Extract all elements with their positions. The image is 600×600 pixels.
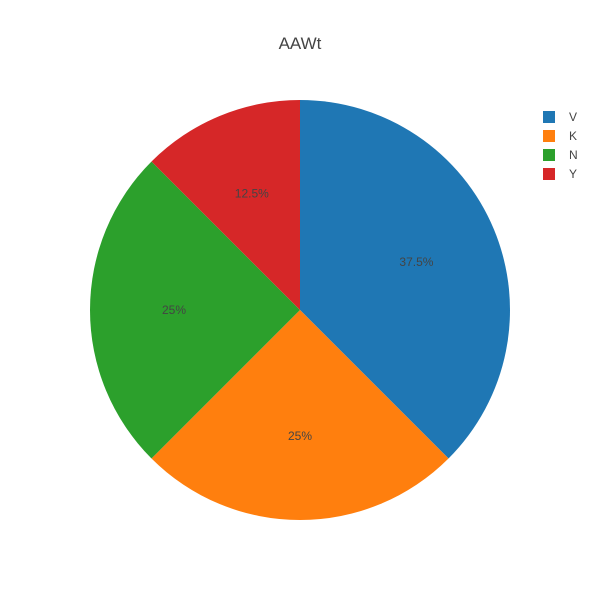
- legend-swatch-y: [543, 167, 555, 180]
- legend-label-k: K: [569, 128, 578, 143]
- pie-slice-k[interactable]: [151, 310, 449, 520]
- legend-item-k[interactable]: K: [543, 126, 578, 145]
- pie-label-n: 25%: [162, 303, 186, 317]
- legend-label-v: V: [569, 109, 578, 124]
- pie-slice-y[interactable]: [151, 100, 300, 310]
- legend-item-n[interactable]: N: [543, 145, 578, 164]
- legend: V K N Y: [543, 107, 578, 183]
- pie-label-k: 25%: [288, 429, 312, 443]
- chart-title: AAWt: [278, 34, 322, 53]
- pie-slice-n[interactable]: [90, 161, 300, 459]
- legend-label-n: N: [569, 147, 578, 162]
- legend-item-y[interactable]: Y: [543, 164, 578, 183]
- legend-swatch-n: [543, 148, 555, 161]
- legend-swatch-k: [543, 129, 555, 142]
- legend-label-y: Y: [569, 166, 578, 181]
- pie-slice-v[interactable]: [300, 100, 511, 459]
- legend-item-v[interactable]: V: [543, 107, 578, 126]
- pie-label-v: 37.5%: [399, 255, 433, 269]
- pie-slice-labels: 37.5% 25% 25% 12.5%: [162, 187, 434, 443]
- pie-slices: [90, 100, 511, 520]
- pie-label-y: 12.5%: [235, 187, 269, 201]
- legend-swatch-v: [543, 110, 555, 123]
